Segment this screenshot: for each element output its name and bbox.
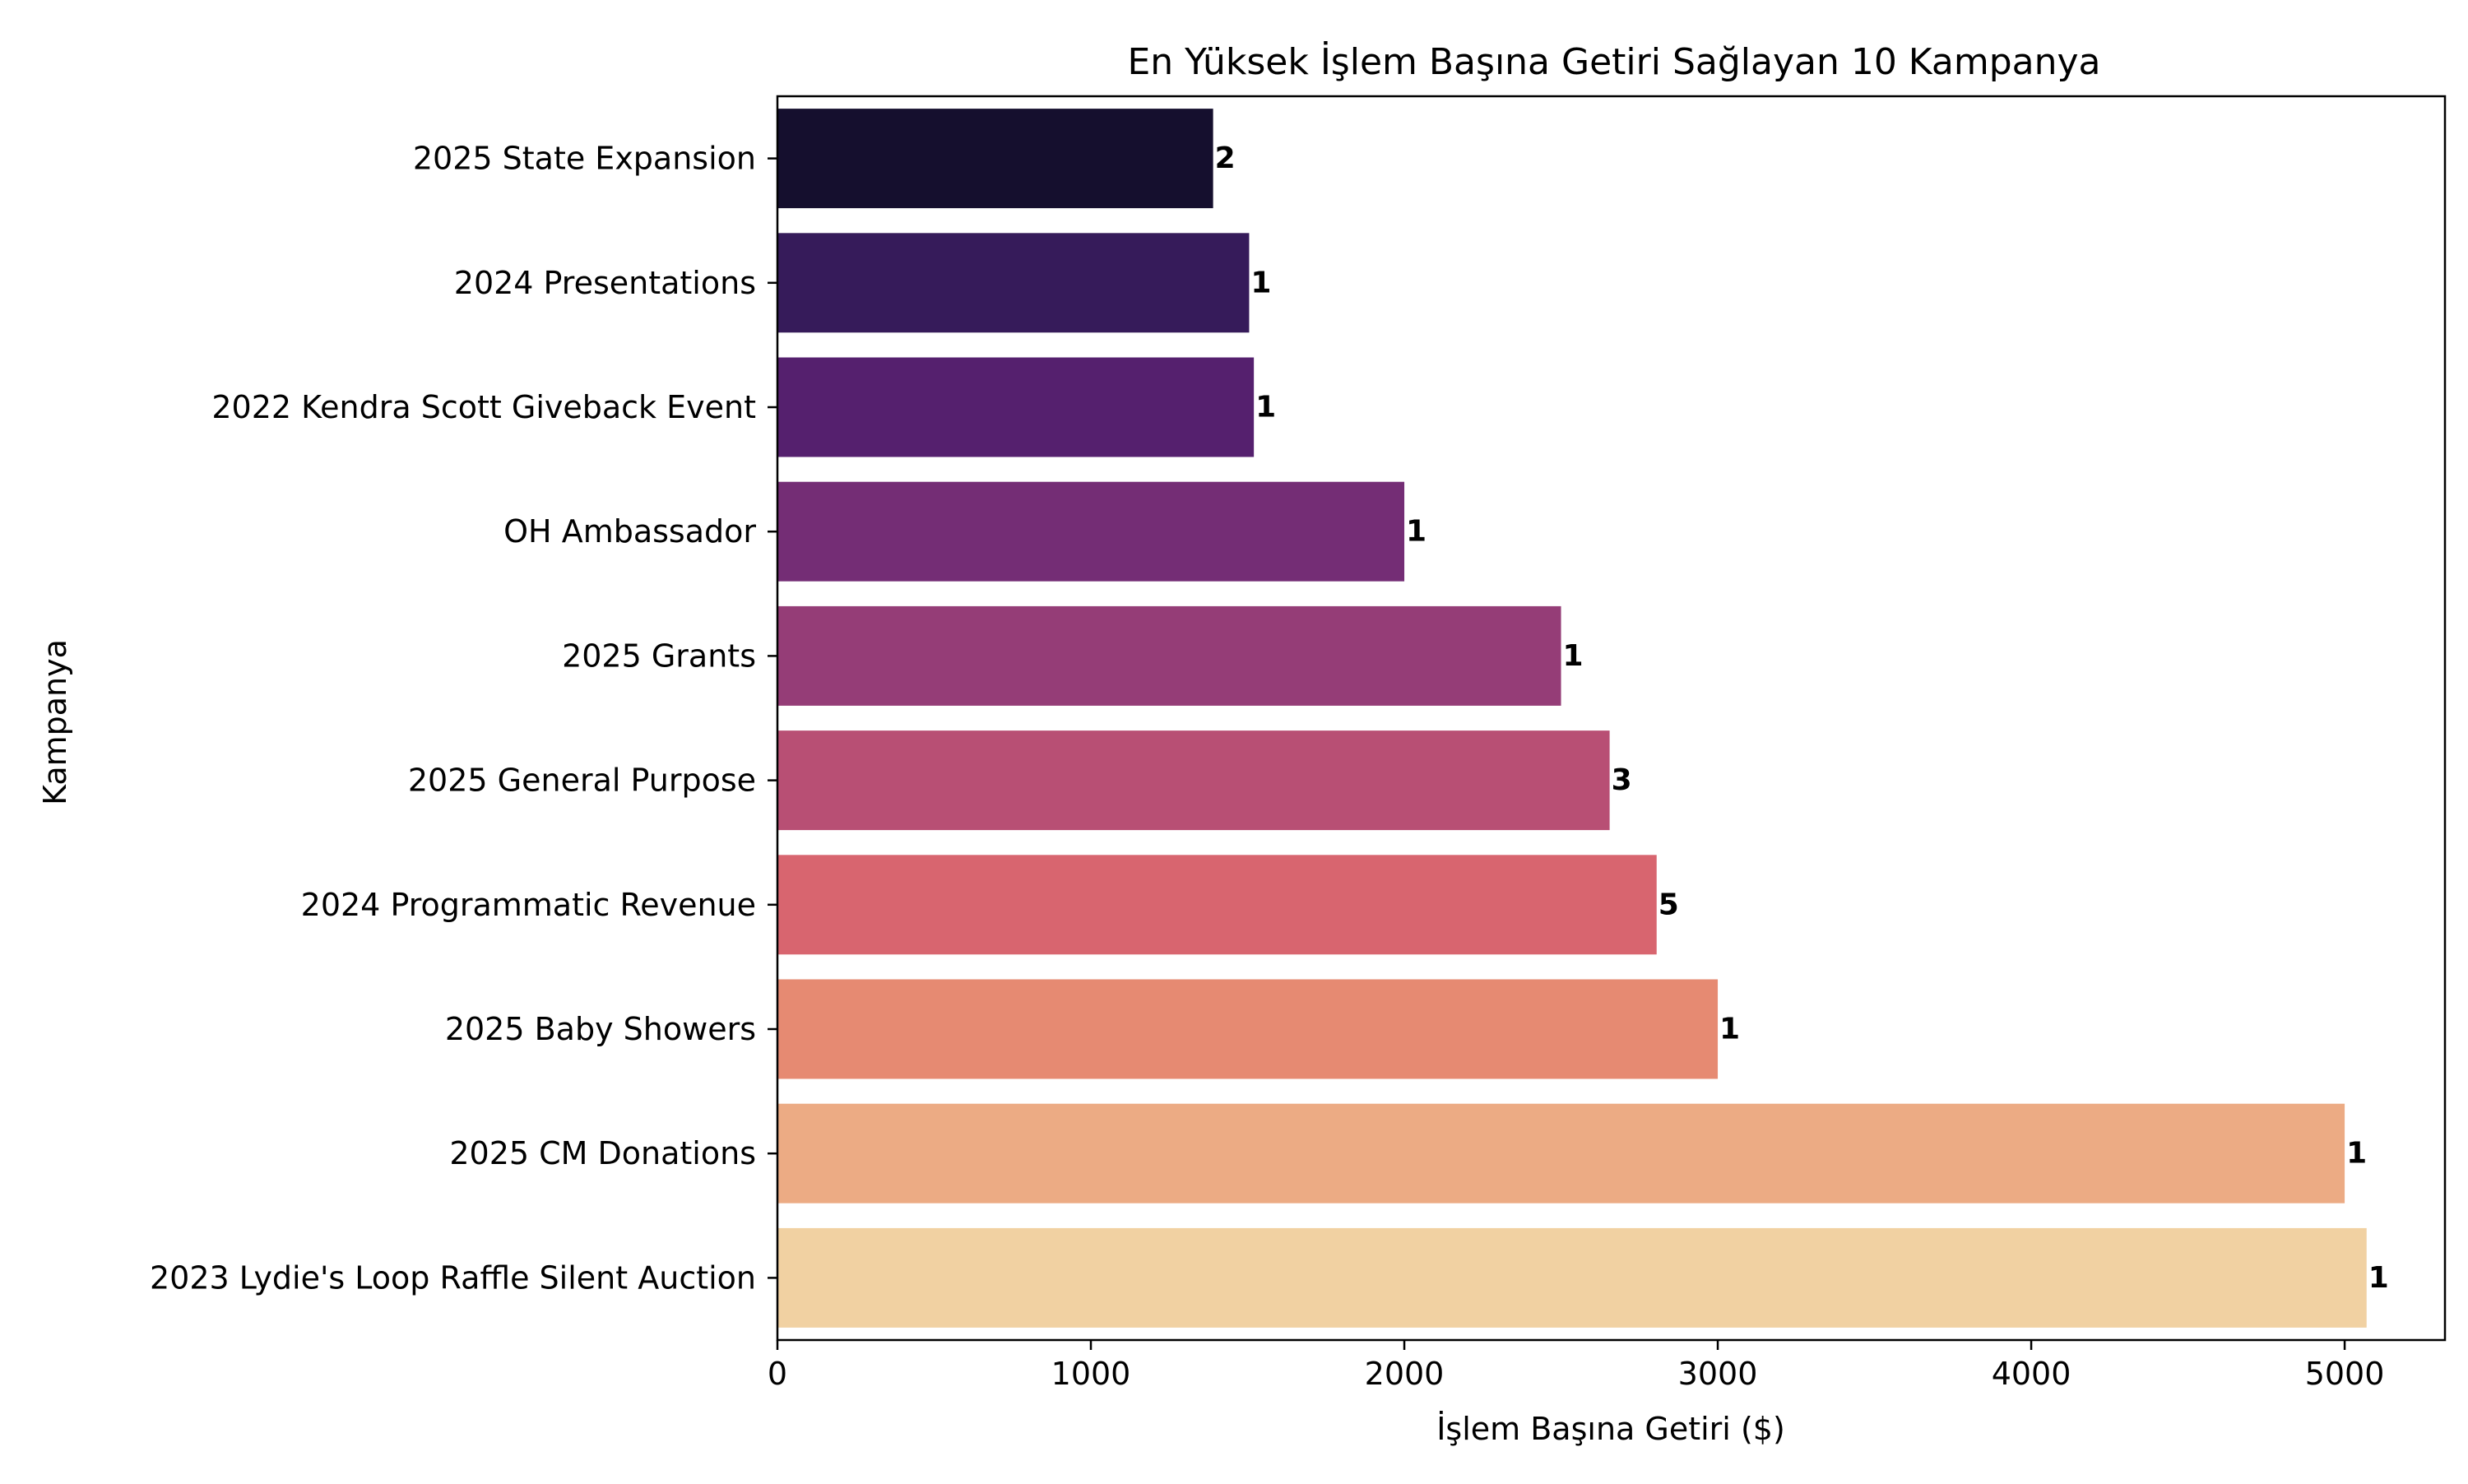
y-tick-label: 2024 Programmatic Revenue	[301, 887, 756, 923]
y-tick-label: 2022 Kendra Scott Giveback Event	[211, 389, 756, 425]
x-tick-label: 1000	[1051, 1356, 1131, 1392]
y-tick-label: 2025 Grants	[562, 638, 756, 674]
y-axis: 2025 State Expansion 2024 Presentations 20…	[150, 141, 777, 1296]
chart-title: En Yüksek İşlem Başına Getiri Sağlayan 1…	[1128, 40, 2101, 83]
bar	[777, 730, 1610, 831]
bar-value-label: 1	[2346, 1137, 2367, 1171]
bar	[777, 605, 1561, 706]
bar	[777, 979, 1719, 1079]
bar	[777, 855, 1657, 955]
x-tick-label: 4000	[1992, 1356, 2071, 1392]
bar-value-label: 5	[1658, 888, 1679, 921]
bar	[777, 1103, 2345, 1203]
bar-value-label: 1	[1406, 515, 1427, 549]
bar	[777, 481, 1405, 582]
y-axis-label: Kampanya	[37, 639, 73, 805]
bar	[777, 1227, 2367, 1328]
bar	[777, 109, 1213, 209]
x-tick-label: 5000	[2305, 1356, 2385, 1392]
plot-area-frame	[776, 95, 2447, 1342]
y-tick-label: 2025 State Expansion	[413, 141, 756, 177]
x-tick-label: 3000	[1678, 1356, 1758, 1392]
bar-value-label: 2	[1215, 141, 1236, 175]
y-tick-label: OH Ambassador	[503, 513, 756, 550]
x-tick-label: 2000	[1365, 1356, 1445, 1392]
x-axis: 0 1000 2000 3000 4000 5000	[768, 1340, 2385, 1392]
bar-value-label: 1	[1250, 266, 1271, 299]
y-tick-label: 2024 Presentations	[454, 265, 756, 301]
bar	[777, 233, 1250, 333]
bar-value-label: 3	[1612, 763, 1632, 797]
bar-value-label: 1	[1255, 391, 1276, 424]
bar-value-label: 1	[1719, 1013, 1740, 1046]
x-tick-label: 0	[768, 1356, 787, 1392]
y-tick-label: 2025 General Purpose	[408, 763, 756, 799]
x-axis-label: İşlem Başına Getiri ($)	[1436, 1411, 1785, 1447]
bar-value-label: 1	[2368, 1261, 2389, 1295]
y-tick-label: 2025 CM Donations	[449, 1135, 756, 1171]
y-tick-label: 2025 Baby Showers	[445, 1011, 756, 1047]
bars-layer: 2 1 1 1 1 3 5 1 1 1	[777, 109, 2389, 1328]
bar	[777, 357, 1255, 457]
bar-value-label: 1	[1563, 639, 1584, 673]
y-tick-label: 2023 Lydie's Loop Raffle Silent Auction	[150, 1259, 756, 1296]
